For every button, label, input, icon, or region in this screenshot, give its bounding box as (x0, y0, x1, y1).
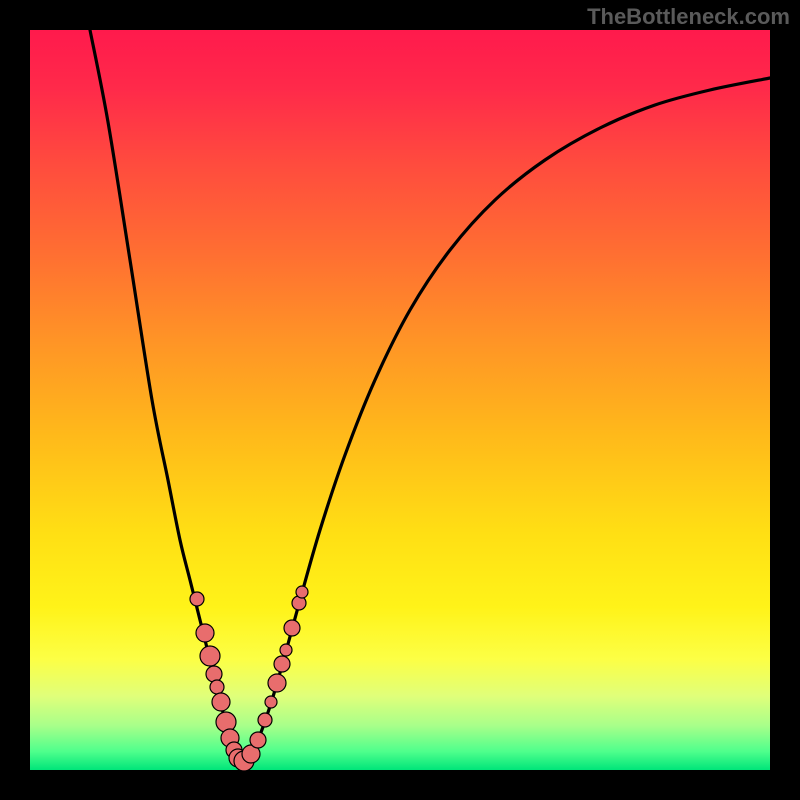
data-marker (200, 646, 220, 666)
data-marker (265, 696, 277, 708)
watermark-text: TheBottleneck.com (587, 4, 790, 30)
chart-svg (0, 0, 800, 800)
data-marker (196, 624, 214, 642)
data-marker (280, 644, 292, 656)
data-marker (206, 666, 222, 682)
data-marker (210, 680, 224, 694)
data-marker (284, 620, 300, 636)
data-marker (268, 674, 286, 692)
data-marker (190, 592, 204, 606)
data-marker (296, 586, 308, 598)
chart-background (30, 30, 770, 770)
data-marker (274, 656, 290, 672)
data-marker (258, 713, 272, 727)
data-marker (250, 732, 266, 748)
data-marker (212, 693, 230, 711)
bottleneck-chart: TheBottleneck.com (0, 0, 800, 800)
